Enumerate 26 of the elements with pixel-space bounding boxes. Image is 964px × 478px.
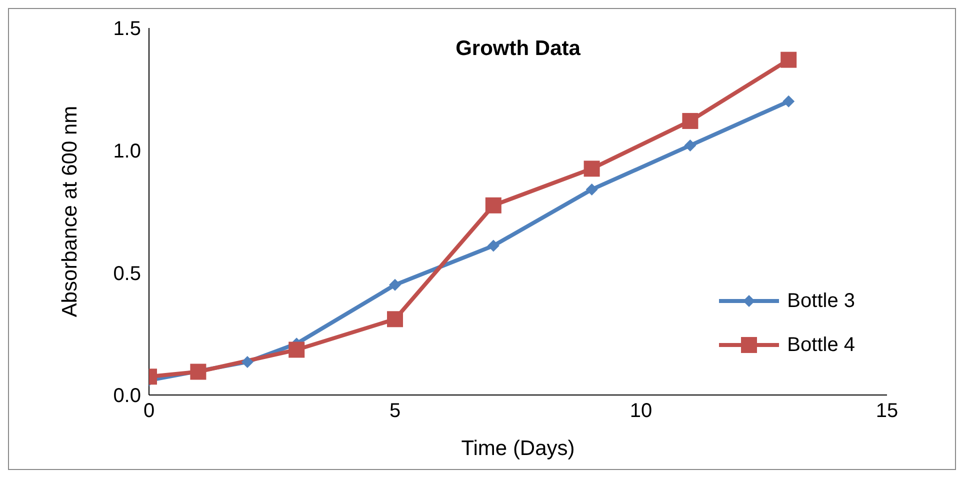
- point: [487, 240, 500, 252]
- x-axis-title: Time (Days): [461, 437, 575, 460]
- point: [485, 197, 502, 214]
- legend-label: Bottle 4: [787, 334, 855, 356]
- point: [241, 356, 254, 368]
- y-tick-label: 1.0: [113, 140, 141, 162]
- point: [586, 183, 598, 196]
- point: [387, 311, 403, 328]
- x-tick-label: 0: [143, 400, 155, 422]
- point: [780, 52, 797, 68]
- y-tick-label: 0.0: [113, 385, 141, 408]
- legend-label: Bottle 3: [787, 290, 855, 312]
- y-tick-label: 0.5: [113, 262, 141, 285]
- point: [584, 160, 600, 177]
- x-tick-label: 5: [389, 400, 401, 422]
- chart-title: Growth Data: [454, 37, 582, 61]
- y-tick-label: 1.5: [113, 18, 141, 40]
- point: [190, 364, 206, 380]
- point: [684, 139, 696, 152]
- point: [682, 112, 698, 129]
- point: [782, 95, 795, 108]
- x-tick-label: 10: [630, 400, 652, 422]
- point: [288, 342, 305, 358]
- x-tick-label: 15: [876, 400, 898, 422]
- point: [389, 278, 401, 291]
- y-axis-title: Absorbance at 600 nm: [58, 106, 82, 318]
